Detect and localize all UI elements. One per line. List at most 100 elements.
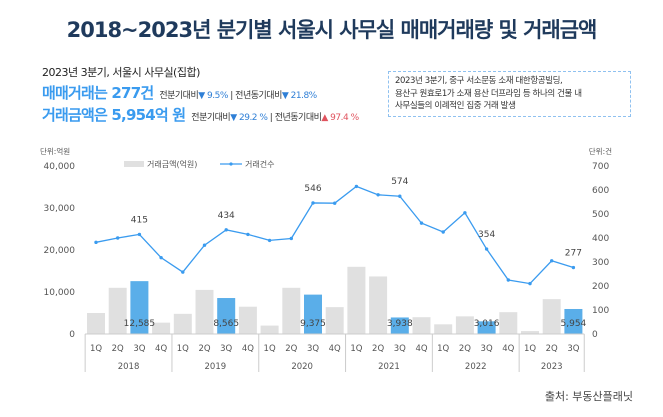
- quarter-label: 4Q: [502, 344, 514, 354]
- year-label: 2021: [378, 362, 400, 372]
- amount-yoy: ▲ 97.4 %: [321, 113, 359, 123]
- quarter-label: 4Q: [242, 344, 254, 354]
- line-value-label: 354: [478, 230, 495, 240]
- line-point: [528, 281, 532, 286]
- note-line: 2023년 3분기, 중구 서소문동 소재 대한항공빌딩,: [395, 76, 563, 86]
- bar: [564, 308, 583, 334]
- bar: [130, 281, 149, 334]
- qoq-label: 전분기대비: [159, 91, 199, 101]
- legend-line-label: 거래건수: [245, 159, 274, 169]
- year-label: 2023: [541, 362, 563, 372]
- right-tick-label: 600: [592, 186, 609, 196]
- right-tick-label: 100: [592, 306, 609, 316]
- period-label: 2023년 3분기, 서울시 사무실(집합): [42, 66, 200, 79]
- count-yoy: ▼ 21.8%: [281, 91, 317, 101]
- year-label: 2018: [118, 362, 140, 372]
- line-point: [398, 194, 402, 198]
- bar: [521, 331, 539, 334]
- quarter-label: 1Q: [350, 344, 362, 354]
- quarter-label: 2Q: [459, 344, 471, 354]
- line-series: [95, 185, 574, 285]
- bar: [499, 312, 518, 334]
- quarter-label: 1Q: [177, 344, 189, 354]
- quarter-label: 2Q: [198, 344, 210, 354]
- quarter-label: 3Q: [394, 344, 406, 354]
- page-title: 2018~2023년 분기별 서울시 사무실 매매거래량 및 거래금액: [66, 18, 598, 42]
- line-point: [137, 232, 142, 237]
- yoy-label: 전년동기대비: [235, 91, 282, 101]
- quarter-label: 3Q: [567, 344, 579, 354]
- bar-value-label: 9,375: [300, 319, 326, 329]
- right-tick-label: 200: [592, 282, 609, 292]
- year-label: 2022: [465, 362, 487, 372]
- note-box: 2023년 3분기, 중구 서소문동 소재 대한항공빌딩, 용산구 원효로1가 …: [388, 71, 631, 117]
- bar: [260, 325, 279, 334]
- legend-line-marker: [229, 162, 233, 166]
- line-point: [441, 230, 445, 234]
- right-axis-unit: 단위:건: [589, 146, 612, 156]
- bar: [152, 322, 171, 334]
- quarter-label: 1Q: [437, 344, 449, 354]
- bar: [325, 307, 344, 334]
- line-value-label: 434: [218, 211, 235, 221]
- line-point: [311, 201, 315, 205]
- quarter-label: 4Q: [415, 344, 427, 354]
- bar: [390, 317, 409, 334]
- left-tick-label: 40,000: [44, 162, 76, 172]
- right-tick-label: 0: [592, 330, 598, 340]
- amount-summary: 거래금액은 5,954억 원 전분기대비▼ 29.2 % | 전년동기대비▲ 97…: [42, 106, 359, 124]
- line-point: [419, 221, 424, 225]
- right-tick-label: 400: [592, 234, 609, 244]
- bar: [455, 316, 474, 334]
- quarter-label: 4Q: [155, 344, 167, 354]
- line-point: [224, 228, 228, 232]
- bar: [87, 313, 105, 334]
- line-point: [463, 211, 467, 215]
- note-line: 사무실들의 이례적인 집중 거래 발생: [395, 101, 516, 111]
- right-tick-label: 700: [592, 162, 609, 172]
- bar: [304, 294, 322, 334]
- bar-value-label: 5,954: [561, 319, 587, 329]
- line-point: [116, 236, 120, 240]
- bar-value-label: 12,585: [124, 319, 156, 329]
- bar-value-label: 8,565: [213, 319, 239, 329]
- line-point: [202, 243, 207, 247]
- quarter-label: 1Q: [90, 344, 102, 354]
- count-text: 매매거래는 277건: [42, 84, 154, 102]
- legend-bar-label: 거래금액(억원): [147, 159, 197, 169]
- bar: [195, 289, 214, 334]
- line-point: [354, 184, 359, 189]
- bar: [217, 298, 236, 334]
- quarter-label: 3Q: [307, 344, 319, 354]
- note-line: 용산구 원효로1가 소재 용산 더프라임 등 하나의 건물 내: [395, 88, 582, 99]
- line-point: [484, 247, 489, 251]
- line-point: [289, 236, 293, 241]
- quarter-label: 1Q: [524, 344, 536, 354]
- line-point: [550, 259, 554, 263]
- bar-value-label: 3,938: [387, 319, 413, 329]
- count-qoq: ▼ 9.5%: [198, 91, 228, 101]
- right-tick-label: 500: [592, 210, 609, 220]
- line-value-label: 415: [131, 215, 148, 225]
- right-tick-label: 300: [592, 258, 609, 268]
- quarter-label: 1Q: [264, 344, 276, 354]
- quarter-label: 2Q: [285, 344, 297, 354]
- quarter-label: 3Q: [481, 344, 493, 354]
- quarter-label: 2Q: [546, 344, 558, 354]
- left-axis-unit: 단위:억원: [40, 146, 70, 156]
- line-point: [181, 270, 185, 274]
- amount-qoq: ▼ 29.2 %: [230, 113, 268, 123]
- bar: [477, 321, 496, 334]
- legend-bar-swatch: [124, 161, 144, 167]
- bar: [542, 299, 561, 334]
- left-tick-label: 30,000: [44, 204, 76, 214]
- bar: [412, 317, 431, 334]
- count-summary: 매매거래는 277건 전분기대비▼ 9.5% | 전년동기대비▼ 21.8%: [42, 84, 317, 102]
- line-point: [159, 255, 163, 260]
- year-label: 2019: [205, 362, 227, 372]
- left-tick-label: 0: [69, 330, 75, 340]
- bar: [282, 287, 301, 334]
- line-point: [376, 193, 380, 197]
- yoy-label: 전년동기대비: [274, 113, 322, 123]
